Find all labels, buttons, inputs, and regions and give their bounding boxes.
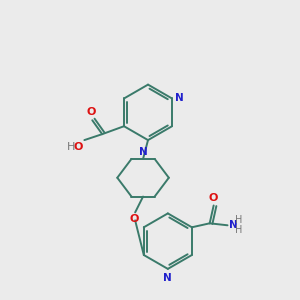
Text: N: N	[175, 94, 184, 103]
Text: N: N	[164, 273, 172, 283]
Text: O: O	[130, 214, 139, 224]
Text: H: H	[236, 215, 243, 225]
Text: H: H	[236, 225, 243, 235]
Text: N: N	[229, 220, 237, 230]
Text: O: O	[74, 142, 83, 152]
Text: N: N	[139, 147, 147, 157]
Text: O: O	[209, 193, 218, 202]
Text: O: O	[87, 107, 96, 117]
Text: H: H	[67, 142, 75, 152]
